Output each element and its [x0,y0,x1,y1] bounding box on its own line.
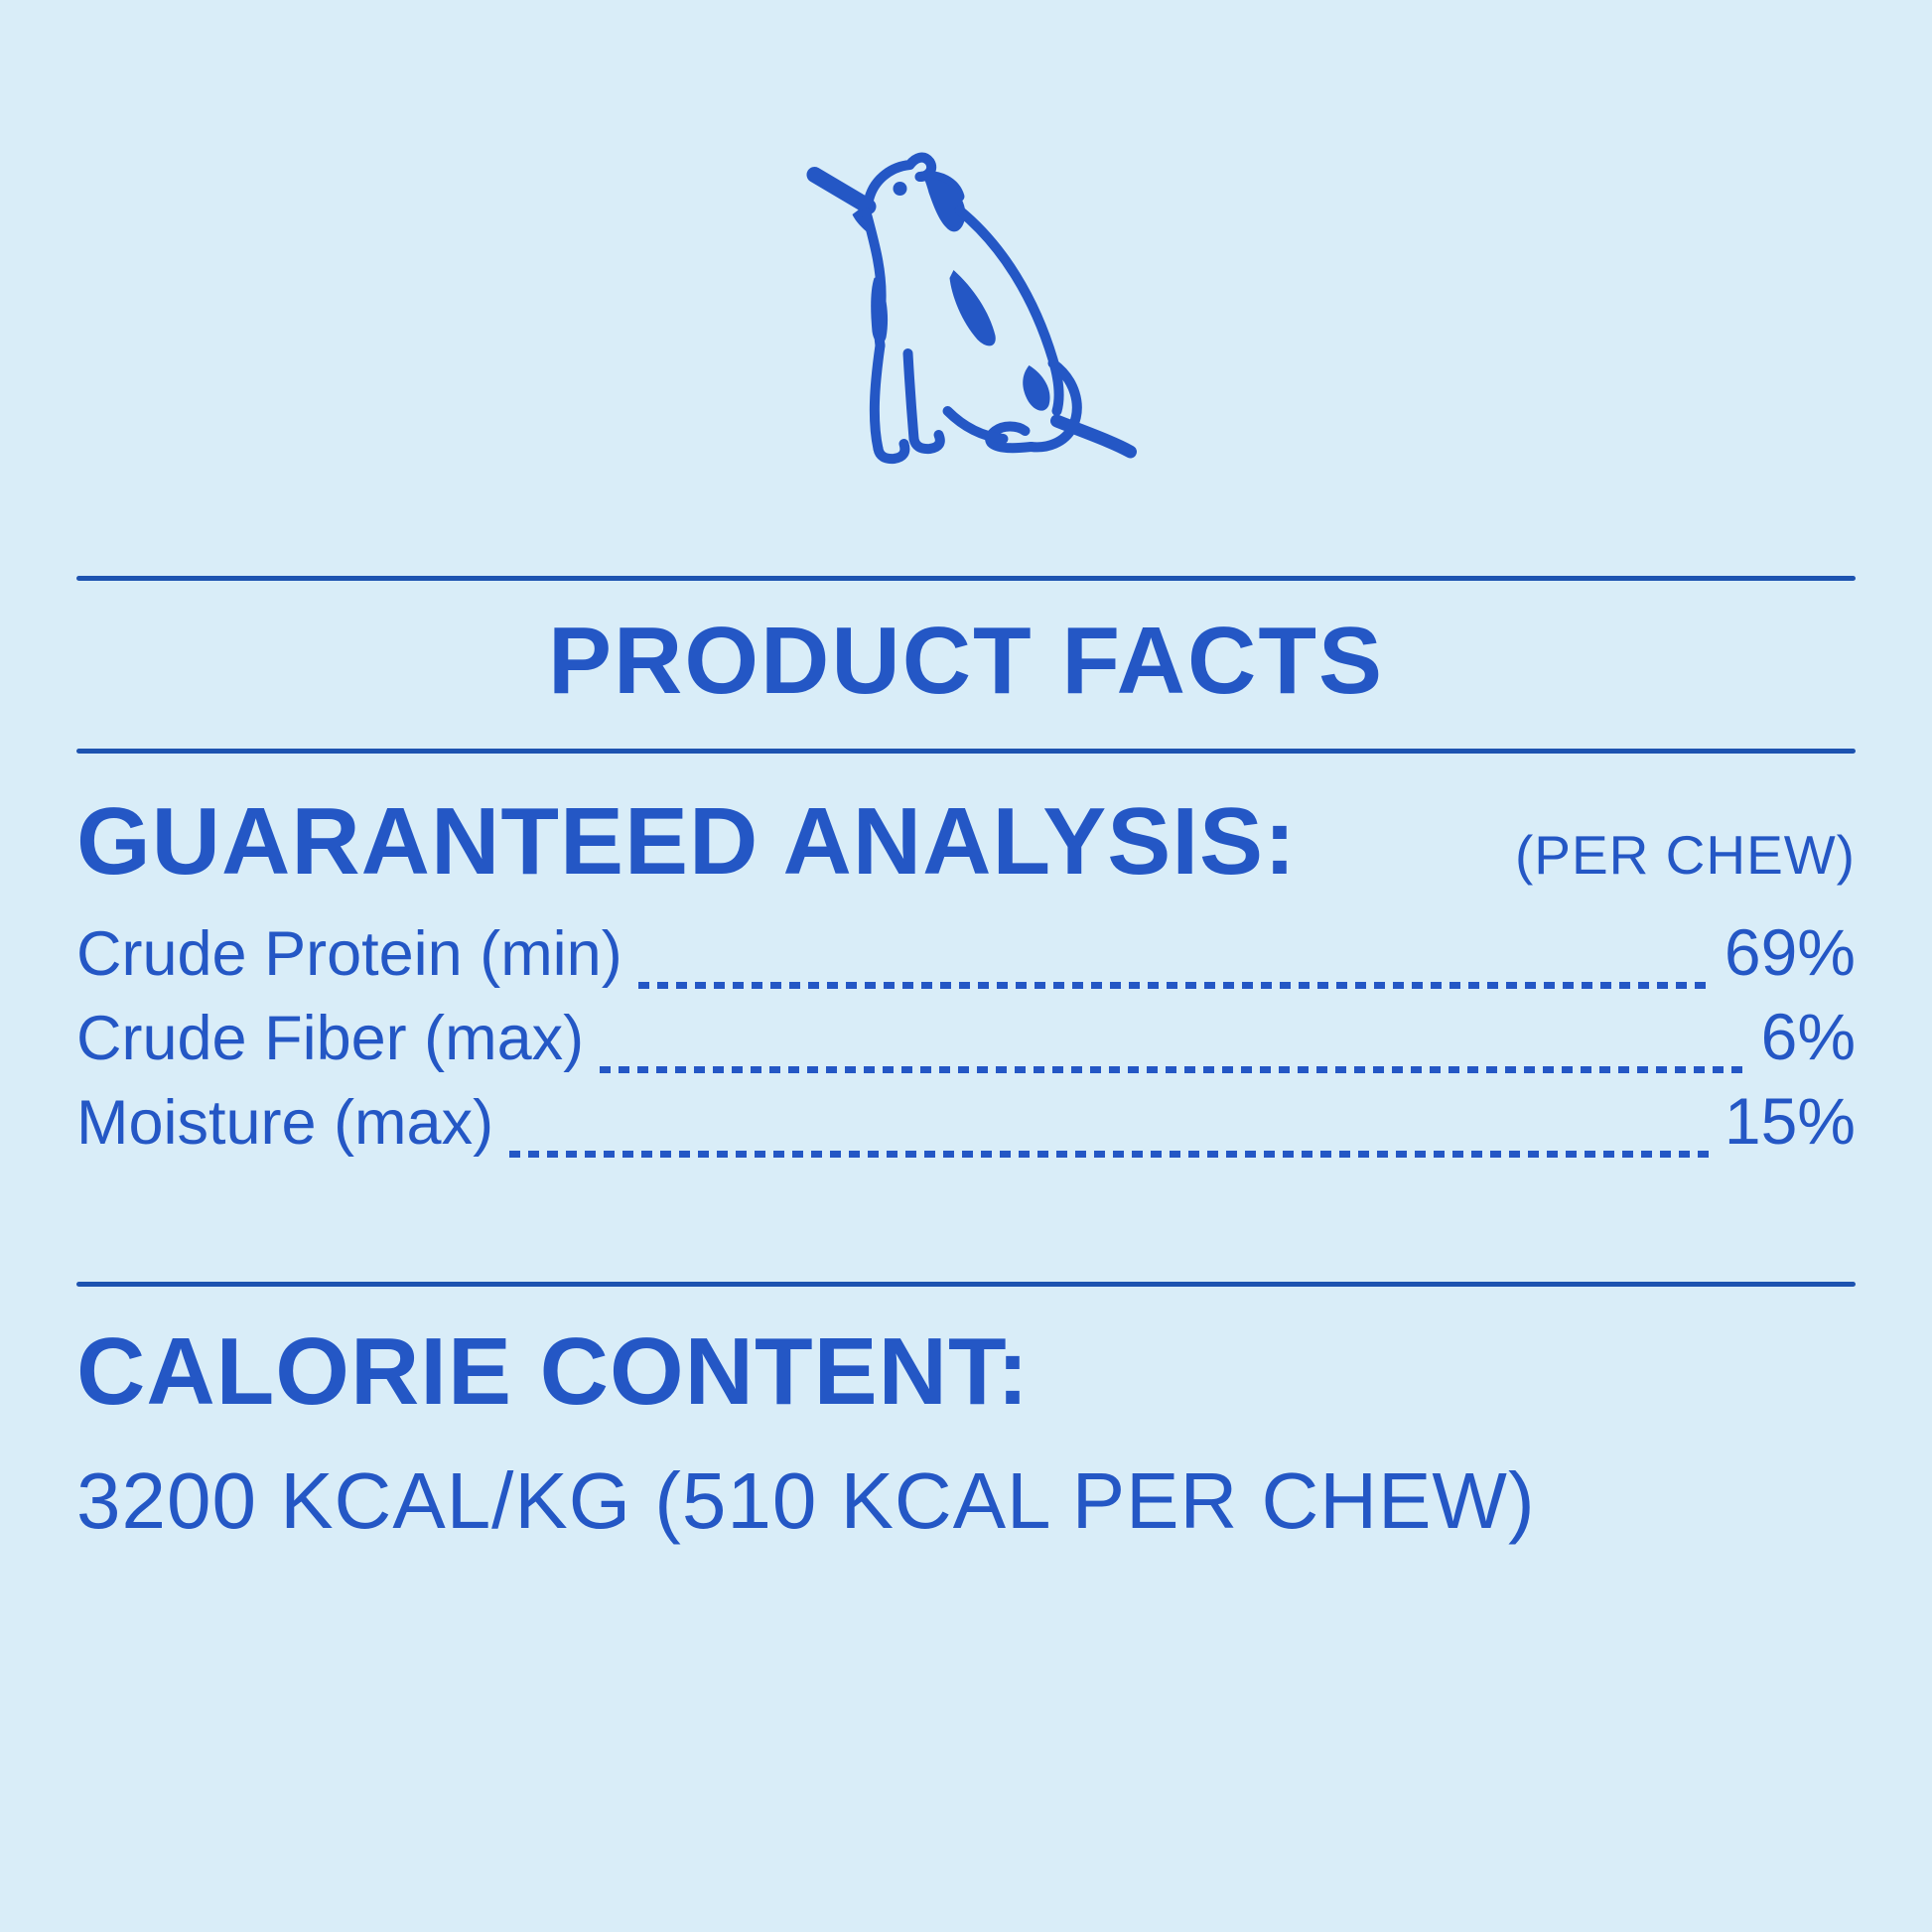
dot-leader [509,1151,1709,1158]
row-label: Crude Protein (min) [76,919,622,989]
analysis-row-crude-fiber: Crude Fiber (max) 6% [76,1000,1856,1084]
calorie-content-value: 3200 KCAL/KG (510 KCAL PER CHEW) [76,1456,1536,1545]
row-value: 69% [1724,915,1856,989]
dog-with-stick-icon [806,152,1137,465]
row-value: 15% [1724,1084,1856,1158]
page-title: PRODUCT FACTS [548,608,1384,714]
row-value: 6% [1760,1000,1856,1073]
guaranteed-analysis-header: GUARANTEED ANALYSIS: (PER CHEW) [76,794,1856,890]
guaranteed-analysis-heading: GUARANTEED ANALYSIS: [76,788,1297,895]
analysis-row-crude-protein: Crude Protein (min) 69% [76,915,1856,1000]
guaranteed-analysis-table: Crude Protein (min) 69% Crude Fiber (max… [76,915,1856,1169]
per-chew-qualifier: (PER CHEW) [1514,824,1856,886]
dot-leader [637,982,1709,989]
dot-leader [600,1066,1745,1073]
divider-under-title [76,749,1856,754]
calorie-content-heading: CALORIE CONTENT: [76,1318,1030,1425]
row-label: Crude Fiber (max) [76,1004,585,1073]
analysis-row-moisture: Moisture (max) 15% [76,1084,1856,1169]
divider-middle [76,1282,1856,1287]
divider-top [76,576,1856,581]
row-label: Moisture (max) [76,1088,494,1158]
